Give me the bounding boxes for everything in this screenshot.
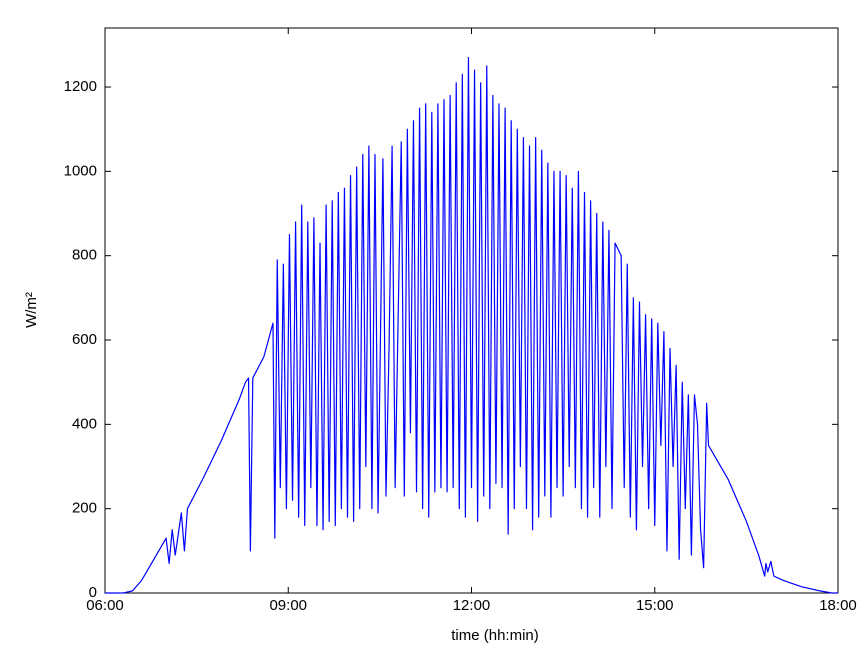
y-tick-label: 0 <box>89 584 97 601</box>
data-line <box>105 56 838 594</box>
y-tick-label: 600 <box>72 331 97 348</box>
x-tick-label: 18:00 <box>819 597 857 614</box>
y-tick-label: 800 <box>72 247 97 264</box>
x-tick-label: 06:00 <box>86 597 124 614</box>
x-tick-label: 09:00 <box>269 597 307 614</box>
y-tick-label: 1200 <box>64 78 97 95</box>
y-tick-label: 200 <box>72 500 97 517</box>
y-tick-label: 1000 <box>64 162 97 179</box>
x-axis-label: time (hh:min) <box>451 627 539 644</box>
x-tick-label: 12:00 <box>453 597 491 614</box>
x-tick-label: 15:00 <box>636 597 674 614</box>
y-axis-label: W/m² <box>23 292 40 328</box>
y-tick-label: 400 <box>72 415 97 432</box>
plot-frame <box>104 27 839 594</box>
